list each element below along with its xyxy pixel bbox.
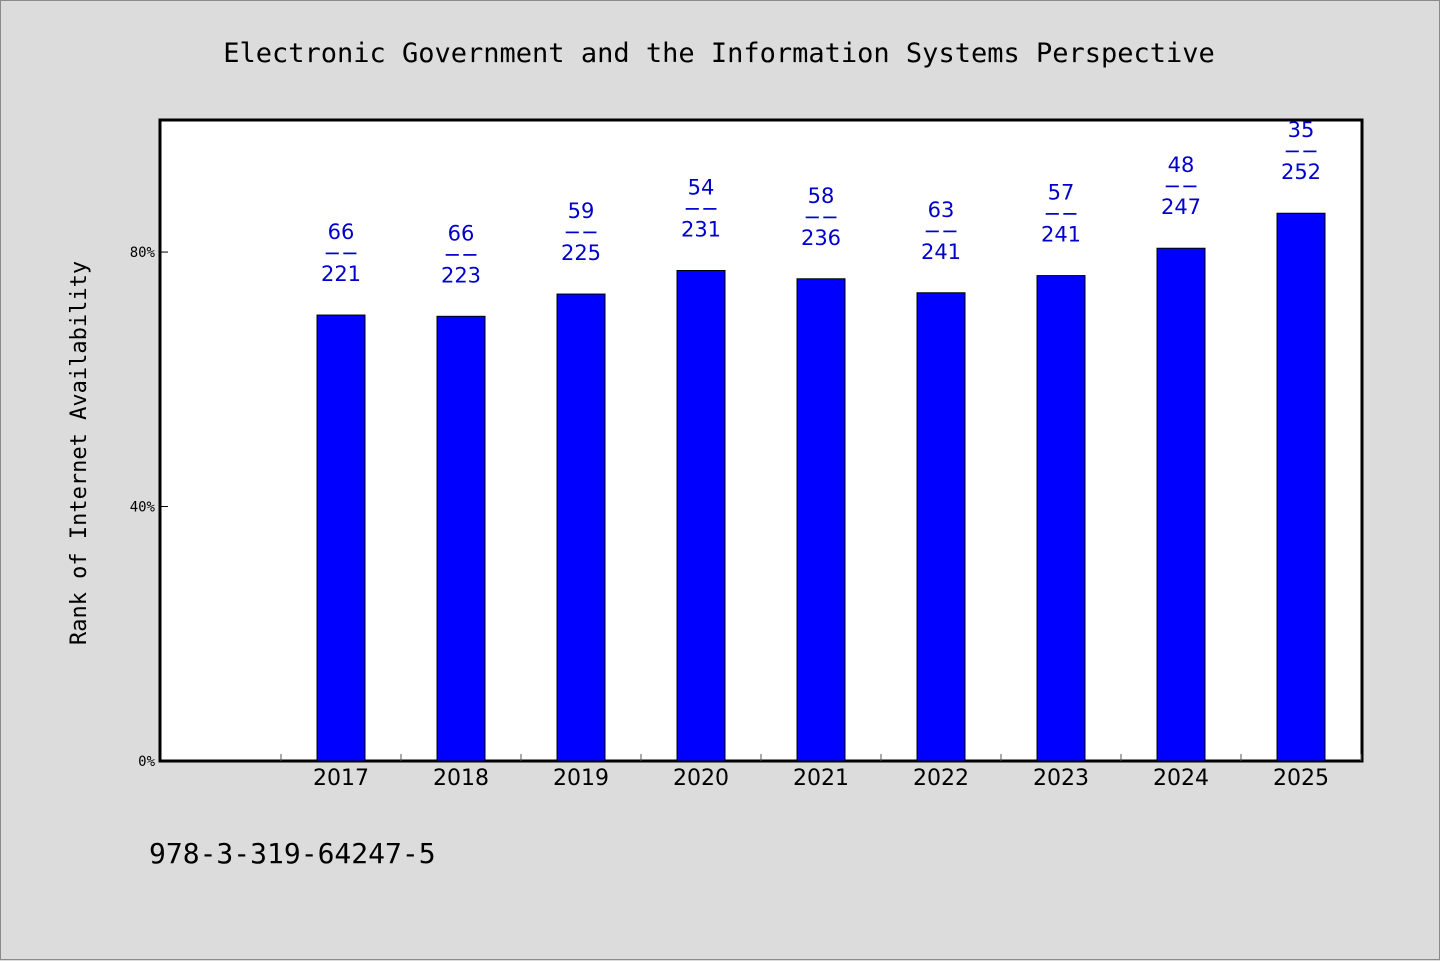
data-label-separator: −−	[1043, 202, 1078, 226]
bar-2019	[556, 293, 606, 762]
x-tick-label: 2020	[673, 766, 729, 791]
data-label-bottom: 236	[801, 226, 841, 250]
data-label-bottom: 252	[1281, 160, 1321, 184]
x-tick-label: 2024	[1153, 766, 1209, 791]
x-tick-label: 2022	[913, 766, 969, 791]
data-label-bottom: 247	[1161, 195, 1201, 219]
data-label-bottom: 231	[681, 218, 721, 242]
x-tick-label: 2023	[1033, 766, 1089, 791]
data-label-top: 66	[448, 221, 475, 245]
bar-2017	[316, 314, 366, 762]
bar-2023	[1036, 275, 1086, 762]
x-tick-label: 2019	[553, 766, 609, 791]
data-label-bottom: 223	[441, 263, 481, 287]
data-label-separator: −−	[1283, 139, 1318, 163]
bar-2022	[916, 292, 966, 762]
x-tick-label: 2018	[433, 766, 489, 791]
data-labels-group: 66−−22166−−22359−−22554−−23158−−23663−−2…	[321, 118, 1321, 287]
bar-2020	[676, 270, 726, 762]
data-label-separator: −−	[323, 241, 358, 265]
bar-2021	[796, 278, 846, 762]
data-label-separator: −−	[443, 242, 478, 266]
data-label-separator: −−	[923, 219, 958, 243]
y-tick-label: 80%	[130, 245, 156, 261]
y-axis-label: Rank of Internet Availability	[67, 261, 92, 645]
data-label-top: 54	[688, 176, 715, 200]
data-label-top: 48	[1168, 153, 1195, 177]
x-tick-label: 2021	[793, 766, 849, 791]
data-label-top: 63	[928, 198, 955, 222]
data-label-separator: −−	[563, 220, 598, 244]
data-label-bottom: 241	[1041, 223, 1081, 247]
data-label-top: 35	[1288, 118, 1315, 142]
data-label-top: 57	[1048, 181, 1075, 205]
data-label-top: 58	[808, 184, 835, 208]
data-label-separator: −−	[803, 205, 838, 229]
bar-2025	[1276, 212, 1326, 762]
y-axis: 0% 40% 80%	[130, 245, 168, 770]
y-tick-label: 40%	[130, 500, 156, 516]
data-label-separator: −−	[683, 197, 718, 221]
y-tick-label: 0%	[138, 754, 155, 770]
isbn-footer: 978-3-319-64247-5	[149, 837, 436, 870]
x-tick-label: 2017	[313, 766, 369, 791]
x-axis: 2017 2018 2019 2020 2021 2022 2023 2024 2025	[280, 754, 1362, 791]
data-label-separator: −−	[1163, 174, 1198, 198]
x-tick-label: 2025	[1273, 766, 1329, 791]
bars-group	[316, 212, 1326, 762]
data-label-top: 59	[568, 199, 595, 223]
bar-2024	[1156, 247, 1206, 762]
chart-title: Electronic Government and the Informatio…	[223, 38, 1215, 69]
data-label-bottom: 241	[921, 240, 961, 264]
data-label-bottom: 221	[321, 262, 361, 286]
data-label-bottom: 225	[561, 241, 601, 265]
data-label-top: 66	[328, 220, 355, 244]
bar-2018	[436, 315, 486, 762]
